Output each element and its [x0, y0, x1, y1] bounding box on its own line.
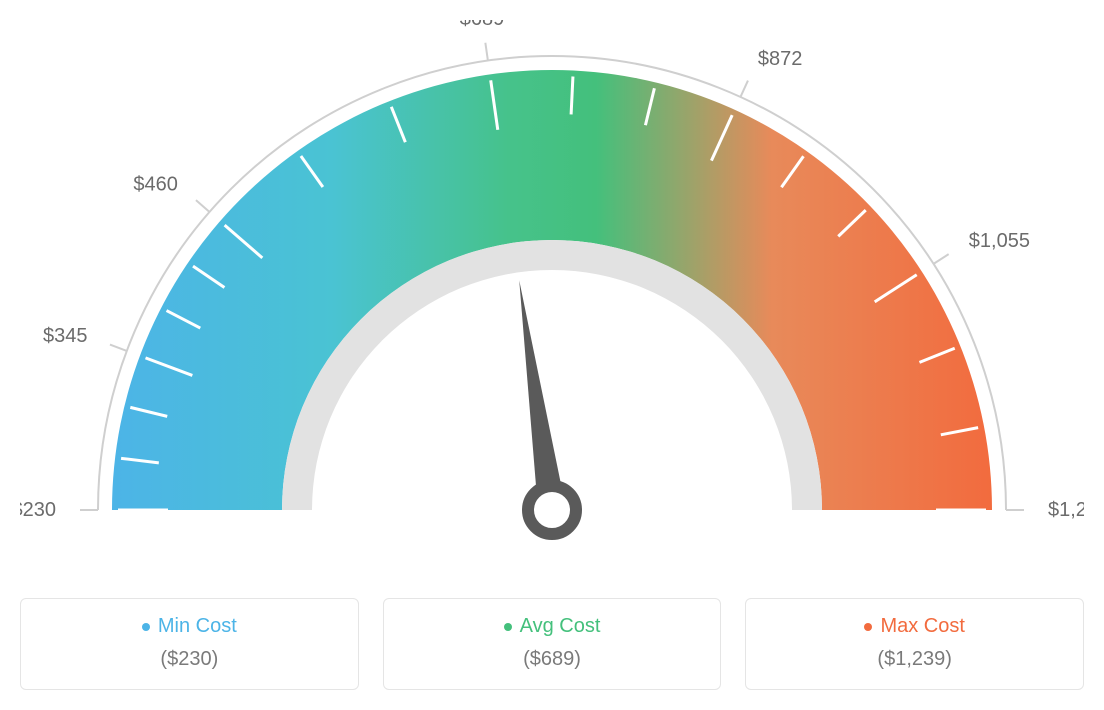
legend-value: ($1,239) [754, 648, 1075, 671]
svg-text:$230: $230 [20, 499, 56, 521]
svg-text:$1,055: $1,055 [969, 230, 1030, 252]
svg-text:$460: $460 [133, 173, 178, 195]
legend-value: ($230) [29, 648, 350, 671]
svg-text:$872: $872 [758, 48, 803, 70]
legend-row: Min Cost ($230) Avg Cost ($689) Max Cost… [20, 598, 1084, 690]
legend-label: Min Cost [158, 615, 237, 638]
legend-label: Max Cost [880, 615, 964, 638]
gauge-svg: $230 $345 $460 $689 $872 $1,055 $1,239 [20, 20, 1084, 580]
cost-gauge-chart: $230 $345 $460 $689 $872 $1,055 $1,239 Min Cos… [20, 20, 1084, 690]
legend-card-avg: Avg Cost ($689) [383, 598, 722, 690]
legend-card-max: Max Cost ($1,239) [745, 598, 1084, 690]
legend-card-min: Min Cost ($230) [20, 598, 359, 690]
svg-text:$345: $345 [43, 325, 88, 347]
svg-text:$1,239: $1,239 [1048, 499, 1084, 521]
legend-value: ($689) [392, 648, 713, 671]
svg-text:$689: $689 [460, 20, 505, 30]
dot-icon [504, 623, 512, 631]
dot-icon [142, 623, 150, 631]
dot-icon [864, 623, 872, 631]
legend-label: Avg Cost [520, 615, 601, 638]
